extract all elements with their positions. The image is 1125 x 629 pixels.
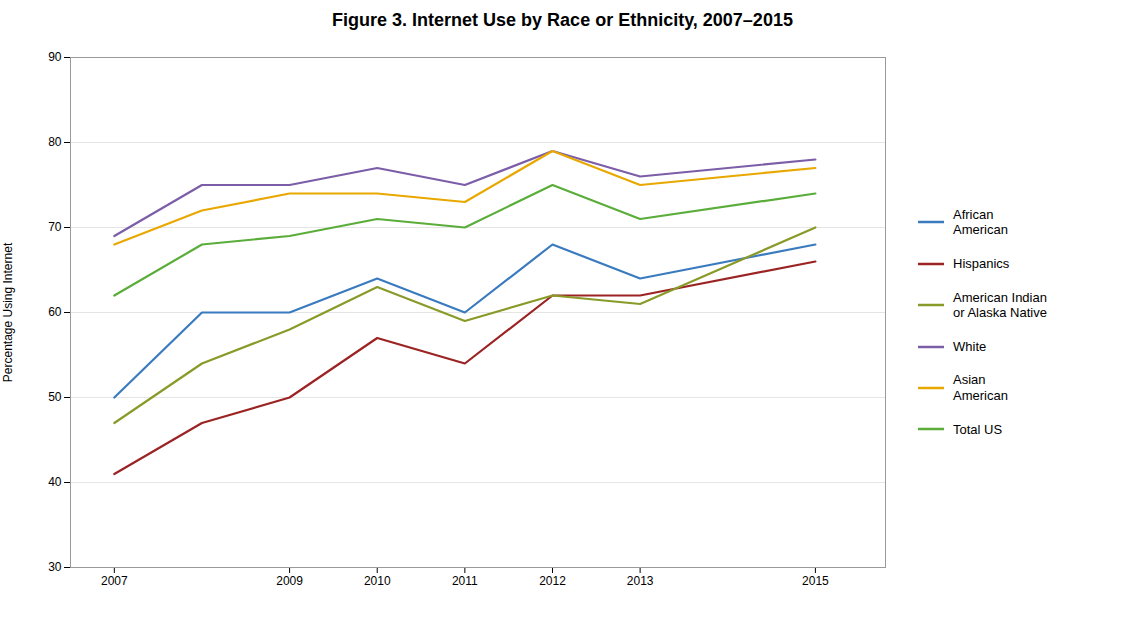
svg-text:2013: 2013	[627, 574, 654, 588]
html-text:Total US: Total US	[953, 421, 1003, 437]
svg-text:2009: 2009	[276, 574, 303, 588]
svg-text:2012: 2012	[539, 574, 566, 588]
html-text:African American: African American	[953, 206, 1008, 238]
svg-text:70: 70	[48, 220, 62, 234]
svg-text:2007: 2007	[101, 574, 128, 588]
html-text:American Indian or Alaska Nati: American Indian or Alaska Native	[953, 289, 1047, 321]
html-text:Figure 3. Internet Use by Race: Figure 3. Internet Use by Race or Ethnic…	[332, 10, 793, 30]
svg-text:40: 40	[48, 475, 62, 489]
svg-text:Percentage Using Internet: Percentage Using Internet	[1, 242, 15, 382]
svg-text:2011: 2011	[452, 574, 478, 588]
svg-text:60: 60	[48, 305, 62, 319]
svg-text:30: 30	[48, 560, 62, 574]
svg-text:90: 90	[48, 50, 62, 64]
svg-text:2015: 2015	[802, 574, 829, 588]
html-text:Hispanics: Hispanics	[953, 256, 1010, 271]
svg-text:80: 80	[48, 135, 62, 149]
svg-text:2010: 2010	[364, 574, 391, 588]
html-text:Asian American: Asian American	[953, 372, 1008, 403]
html-text:White: White	[953, 338, 987, 354]
svg-text:50: 50	[48, 390, 62, 404]
